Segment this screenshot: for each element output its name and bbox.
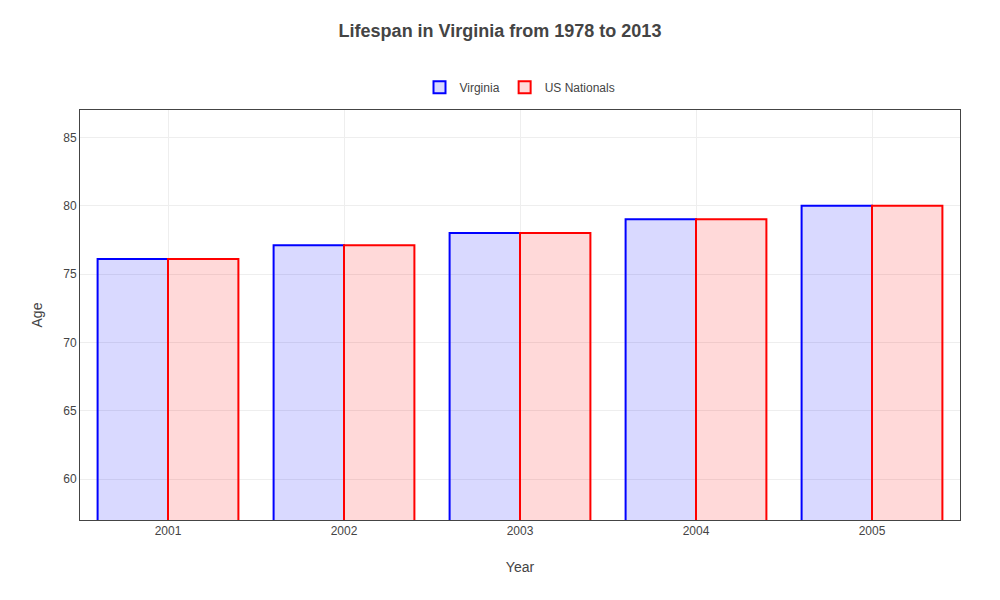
- svg-text:2004: 2004: [683, 524, 710, 538]
- svg-text:85: 85: [63, 131, 77, 145]
- svg-text:Virginia: Virginia: [460, 81, 500, 95]
- svg-text:70: 70: [63, 336, 77, 350]
- svg-text:US Nationals: US Nationals: [545, 81, 615, 95]
- svg-text:2002: 2002: [331, 524, 358, 538]
- svg-text:65: 65: [63, 404, 77, 418]
- svg-text:Year: Year: [506, 559, 535, 575]
- svg-text:60: 60: [63, 472, 77, 486]
- svg-text:2005: 2005: [859, 524, 886, 538]
- svg-text:2001: 2001: [155, 524, 182, 538]
- svg-text:2003: 2003: [507, 524, 534, 538]
- svg-text:75: 75: [63, 267, 77, 281]
- svg-text:80: 80: [63, 199, 77, 213]
- svg-text:Age: Age: [29, 302, 45, 327]
- svg-text:Lifespan in Virginia from 1978: Lifespan in Virginia from 1978 to 2013: [339, 21, 662, 41]
